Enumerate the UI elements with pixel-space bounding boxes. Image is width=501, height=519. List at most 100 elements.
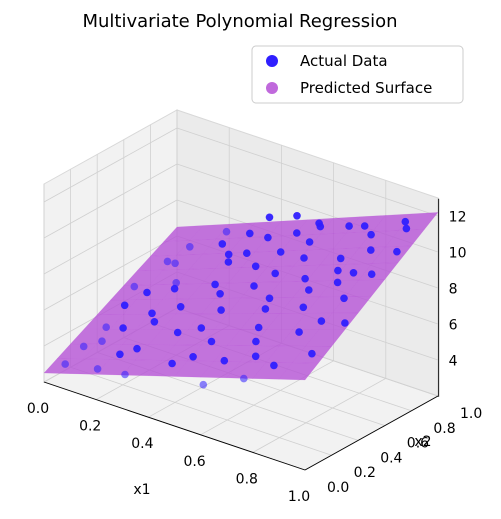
data-point: [218, 240, 227, 248]
data-point: [172, 279, 180, 287]
data-point: [300, 254, 308, 262]
x1-tick-label: 0.8: [236, 471, 258, 487]
data-point: [270, 361, 278, 370]
gridline-floor-x1: [252, 378, 386, 453]
gridline-left-z: [43, 127, 178, 203]
data-point: [333, 278, 342, 287]
data-point: [93, 365, 102, 373]
z-tick-label: 8: [449, 282, 458, 298]
x2-tick-label: 0.0: [327, 480, 349, 496]
legend-marker-predicted-surface: [266, 82, 278, 94]
data-point: [264, 233, 272, 242]
x1-tick-label: 0.6: [183, 454, 205, 470]
data-point: [367, 230, 375, 239]
data-point: [222, 227, 231, 236]
data-point: [173, 328, 182, 337]
z-tick-label: 10: [449, 246, 467, 262]
data-point: [317, 317, 326, 325]
data-point: [251, 352, 260, 361]
data-point: [367, 246, 375, 254]
data-point: [224, 258, 233, 266]
data-point: [98, 337, 106, 346]
data-point: [305, 238, 314, 246]
axis-lines: [43, 198, 440, 471]
data-point: [163, 257, 172, 266]
data-point: [299, 303, 308, 312]
data-point: [402, 224, 411, 233]
x2-tick-label: 0.6: [407, 436, 429, 452]
x2-tick-label: 1.0: [460, 406, 482, 422]
z-tick-label: 4: [449, 354, 458, 370]
data-point: [250, 282, 258, 290]
data-point: [265, 294, 274, 303]
x-axis-label: x1: [133, 482, 150, 498]
data-point: [261, 305, 270, 313]
data-point: [130, 282, 139, 291]
data-point: [168, 359, 176, 368]
x1-tick-label: 0.4: [131, 436, 153, 452]
z-tick-label: 12: [449, 210, 467, 226]
data-point: [349, 269, 358, 277]
x1-tick-label: 1.0: [288, 489, 310, 505]
x1-tick-label: 0.0: [27, 401, 49, 417]
data-point: [211, 280, 219, 289]
data-point: [341, 319, 349, 327]
data-point: [189, 353, 197, 361]
gridline-floor-x2: [70, 366, 332, 456]
data-point: [133, 344, 141, 353]
gridline-back-z: [176, 127, 439, 217]
legend-label-predicted-surface: Predicted Surface: [300, 79, 432, 97]
data-point: [401, 217, 410, 226]
data-point: [293, 229, 301, 237]
data-point: [176, 303, 185, 311]
data-point: [293, 212, 301, 220]
data-point: [207, 337, 216, 346]
x2-axis-line: [304, 395, 439, 471]
data-point: [360, 222, 369, 230]
x1-axis-line: [43, 381, 306, 471]
data-point: [271, 269, 280, 278]
data-point: [340, 294, 348, 303]
gridline-left-z: [43, 235, 178, 311]
data-point: [305, 286, 313, 294]
data-point: [186, 243, 194, 251]
data-point: [345, 222, 353, 230]
data-point: [121, 370, 129, 379]
data-point: [120, 301, 129, 310]
predicted-surface: [43, 212, 439, 381]
data-point: [393, 247, 401, 256]
data-point: [240, 374, 248, 383]
data-point: [308, 349, 316, 358]
legend-frame: [251, 45, 464, 104]
data-point: [367, 270, 376, 279]
data-point: [251, 262, 260, 271]
data-point: [265, 213, 274, 222]
x2-tick-label: 0.4: [380, 450, 402, 466]
data-point: [336, 254, 345, 263]
data-point: [246, 229, 254, 238]
data-point: [171, 259, 179, 268]
data-point: [102, 323, 110, 332]
data-point: [61, 360, 69, 368]
legend: Actual Data Predicted Surface: [251, 45, 464, 104]
gridline-left-z: [43, 199, 178, 275]
data-point: [116, 350, 124, 359]
data-point: [334, 266, 342, 275]
y-axis-label: x2: [414, 434, 431, 450]
data-point: [276, 248, 285, 256]
gridline-floor-x1: [200, 360, 334, 436]
data-point: [254, 323, 263, 332]
data-point: [252, 337, 260, 346]
data-point: [224, 250, 233, 259]
tick-labels: 0.00.00.20.20.40.40.60.60.80.81.01.04681…: [27, 210, 482, 505]
data-point: [148, 309, 156, 318]
chart-title: Multivariate Polynomial Regression: [82, 11, 397, 32]
data-point: [216, 290, 224, 298]
x2-tick-label: 0.2: [354, 465, 376, 481]
data-point: [150, 318, 159, 326]
data-point: [119, 324, 127, 332]
data-point: [197, 324, 206, 332]
data-point: [170, 284, 179, 293]
x2-tick-label: 0.8: [433, 421, 455, 437]
